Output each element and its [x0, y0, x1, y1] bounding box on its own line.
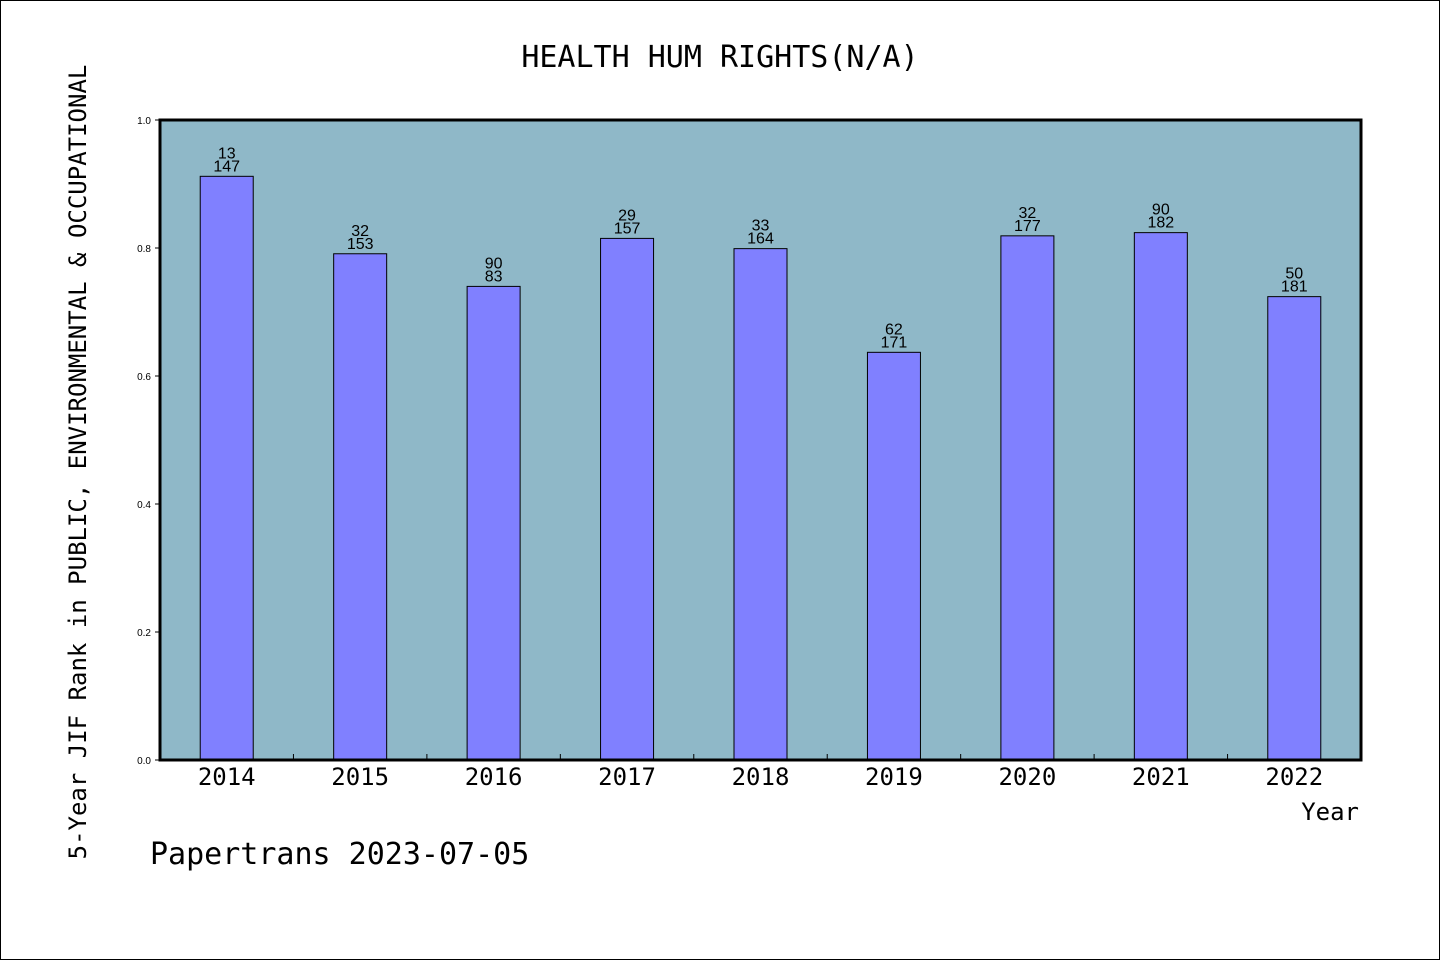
bar-2016 — [466, 285, 521, 761]
total-label-2017: 157 — [614, 220, 641, 237]
x-tick-label-2016: 2016 — [465, 763, 523, 791]
rank-label-2020: 32 — [1018, 205, 1036, 222]
x-tick-label-2020: 2020 — [998, 763, 1056, 791]
bar-2017 — [600, 237, 655, 761]
total-label-2016: 83 — [485, 268, 503, 285]
rank-label-2019: 62 — [885, 321, 903, 338]
x-tick-label-2021: 2021 — [1132, 763, 1190, 791]
plot-border — [158, 118, 1363, 762]
bar-2019 — [866, 351, 921, 761]
rank-label-2021: 90 — [1152, 202, 1170, 219]
bars-group — [199, 175, 1322, 761]
footer-credit: Papertrans 2023-07-05 — [150, 837, 529, 872]
x-tick-label-2018: 2018 — [732, 763, 790, 791]
rank-label-2016: 90 — [485, 255, 503, 272]
x-tick-label-2014: 2014 — [198, 763, 256, 791]
bar-2020 — [1000, 235, 1055, 761]
total-label-2015: 153 — [347, 236, 374, 253]
rank-label-2014: 13 — [218, 145, 236, 162]
y-axis-label: 5-Year JIF Rank in PUBLIC, ENVIRONMENTAL… — [64, 65, 92, 860]
bar-2022 — [1267, 296, 1322, 761]
rank-label-2015: 32 — [351, 223, 369, 240]
total-label-2021: 182 — [1147, 215, 1174, 232]
y-tick-label: 0.2 — [137, 628, 151, 639]
total-label-2014: 147 — [213, 158, 240, 175]
x-tick-label-2015: 2015 — [331, 763, 389, 791]
rank-label-2018: 33 — [752, 218, 770, 235]
x-axis: 2014 2015 2016 2017 2018 2019 2020 2021 2022 — [198, 754, 1323, 791]
total-label-2020: 177 — [1014, 218, 1041, 235]
y-axis: 0.0 0.2 0.4 0.6 0.8 1.0 — [137, 116, 160, 767]
y-tick-label: 0.8 — [137, 244, 151, 255]
x-axis-label: Year — [1301, 798, 1359, 826]
bar-2014 — [199, 175, 254, 761]
chart-title: HEALTH HUM RIGHTS(N/A) — [521, 40, 918, 75]
y-tick-label: 1.0 — [137, 116, 151, 127]
bar-2018 — [733, 248, 788, 761]
y-tick-label: 0.6 — [137, 372, 151, 383]
rank-label-2017: 29 — [618, 207, 636, 224]
x-tick-label-2017: 2017 — [598, 763, 656, 791]
bar-2015 — [333, 253, 388, 761]
total-label-2018: 164 — [747, 231, 774, 248]
x-tick-label-2022: 2022 — [1265, 763, 1323, 791]
total-label-2022: 181 — [1281, 279, 1308, 296]
y-tick-label: 0.4 — [137, 500, 151, 511]
total-label-2019: 171 — [881, 334, 908, 351]
x-tick-label-2019: 2019 — [865, 763, 923, 791]
rank-label-2022: 50 — [1285, 266, 1303, 283]
bar-2021 — [1133, 232, 1188, 761]
y-tick-label: 0.0 — [137, 756, 151, 767]
